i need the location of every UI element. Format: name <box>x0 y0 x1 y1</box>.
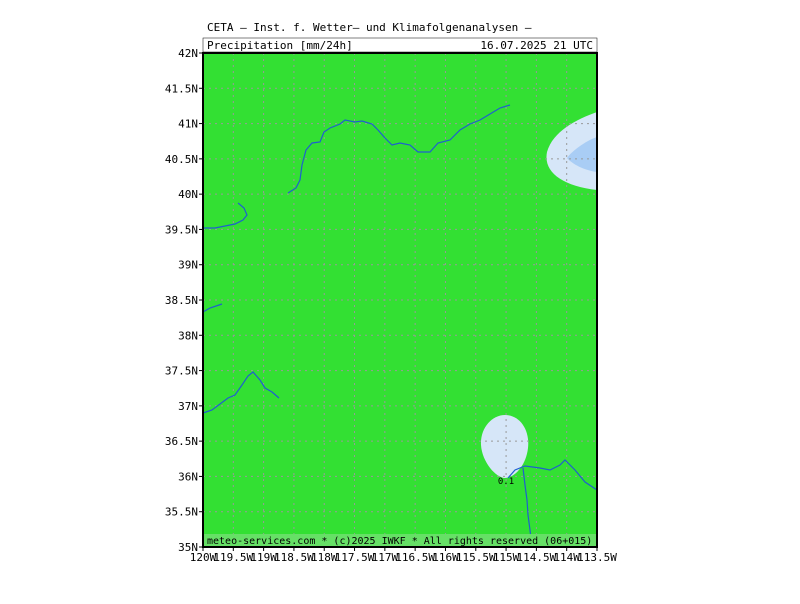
lat-label: 35N <box>178 541 198 554</box>
lat-label: 39N <box>178 259 198 272</box>
precip-contour <box>480 415 529 478</box>
lon-label: 118W <box>311 551 338 564</box>
footer-bar <box>203 534 597 547</box>
river <box>507 459 598 491</box>
lon-label: 114.5W <box>517 551 557 564</box>
map-area <box>203 53 597 547</box>
lon-label: 116W <box>432 551 459 564</box>
lon-label: 119.5W <box>213 551 253 564</box>
footer: meteo-services.com * (c)2025 IWKF * All … <box>207 536 592 547</box>
lat-label: 36N <box>178 470 198 483</box>
lon-label: 113.5W <box>577 551 617 564</box>
lat-label: 35.5N <box>165 506 198 519</box>
lat-label: 36.5N <box>165 435 198 448</box>
parameter: Precipitation [mm/24h] <box>207 39 353 52</box>
lat-label: 40.5N <box>165 153 198 166</box>
river <box>202 303 223 313</box>
river <box>522 467 533 548</box>
lat-label: 39.5N <box>165 223 198 236</box>
lon-label: 117W <box>372 551 399 564</box>
lon-label: 117.5W <box>335 551 375 564</box>
lat-label: 42N <box>178 47 198 60</box>
contour-label: 0.1 <box>498 477 514 487</box>
lat-label: 41.5N <box>165 82 198 95</box>
title: CETA — Inst. f. Wetter— und Klimafolgena… <box>207 21 532 34</box>
lat-label: 40N <box>178 188 198 201</box>
lat-label: 37.5N <box>165 365 198 378</box>
river <box>203 202 248 229</box>
river <box>202 371 280 414</box>
lon-label: 118.5W <box>274 551 314 564</box>
precip-contour <box>546 112 597 190</box>
lat-label: 38N <box>178 329 198 342</box>
lon-label: 120W <box>190 551 217 564</box>
precip-contour <box>567 137 597 172</box>
valid-time: 16.07.2025 21 UTC <box>480 39 593 52</box>
lon-label: 119W <box>250 551 277 564</box>
river <box>287 104 511 194</box>
lon-label: 115.5W <box>456 551 496 564</box>
lon-label: 114W <box>553 551 580 564</box>
lon-label: 116.5W <box>395 551 435 564</box>
lat-label: 37N <box>178 400 198 413</box>
lon-label: 115W <box>493 551 520 564</box>
grid <box>203 53 597 547</box>
lat-label: 41N <box>178 118 198 131</box>
lat-label: 38.5N <box>165 294 198 307</box>
